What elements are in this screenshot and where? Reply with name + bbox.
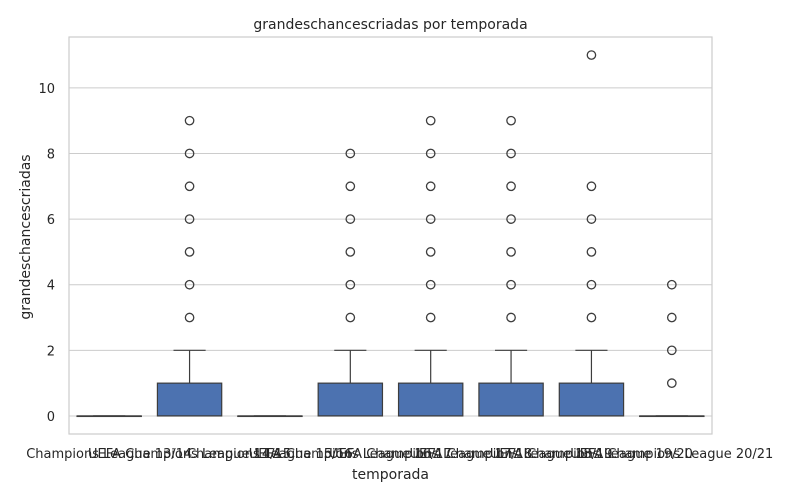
outlier-point [184,115,195,126]
outlier-point [345,214,356,224]
outlier-point [506,312,516,323]
x-tick-label: UEFA Champions League 16/17 [249,447,452,462]
outlier-point [425,115,436,126]
outlier-point [586,247,597,257]
x-tick-label: UEFA Champions League 18/19 [410,447,613,462]
outlier-point [425,312,436,323]
outlier-point [184,279,195,290]
outlier-point [666,378,677,388]
outlier-point [506,279,516,290]
box-group [237,415,303,418]
box-group [558,50,625,417]
outlier-point [666,279,677,290]
y-tick-label: 10 [38,82,55,97]
box [156,382,223,417]
outlier-point [345,247,356,257]
outlier-point [425,214,436,224]
outlier-point [345,148,356,159]
outlier-point [345,279,356,290]
y-tick-label: 8 [47,147,55,162]
x-tick-label: UEFA Champions League 14/15 [88,447,291,462]
outlier-point [425,279,436,290]
outlier-point [586,279,597,290]
outlier-point [506,148,516,159]
outlier-point [184,247,195,257]
box [478,382,544,417]
plot-area-frame [68,36,713,435]
outlier-point [184,148,195,159]
outlier-point [586,214,597,224]
x-tick-label: Champions League 13/14 [26,447,192,462]
outlier-point [506,247,516,257]
outlier-point [184,312,195,323]
y-axis-label: grandeschancescriadas [18,154,34,319]
outlier-point [586,181,597,192]
outlier-point [506,214,516,224]
outlier-point [506,115,516,126]
outlier-point [425,247,436,257]
outlier-point [425,181,436,192]
y-tick-labels: 0 2 4 6 8 10 [38,82,55,425]
y-tick-label: 6 [47,213,55,228]
outlier-point [345,312,356,323]
x-tick-label: UEFA Champions League 17/18 [329,447,532,462]
outlier-point [666,312,677,323]
outlier-point [184,181,195,192]
outlier-point [425,148,436,159]
outlier-point [666,345,677,356]
outlier-point [586,50,597,60]
box-group [317,148,384,417]
box-group [478,115,544,417]
outlier-point [506,181,516,192]
box-group [639,279,705,418]
boxes [76,50,705,418]
outlier-point [184,214,195,224]
outlier-point [345,181,356,192]
box [558,382,625,417]
y-tick-label: 2 [47,344,55,359]
outlier-point [586,312,597,323]
chart-title: grandeschancescriadas por temporada [253,17,527,33]
box [317,382,384,417]
x-tick-label: Champions League 15/16 [187,447,353,462]
box [397,382,464,417]
box-group [76,415,142,418]
x-tick-label: UEFA Champions League 19/20 [490,447,693,462]
box-group [397,115,464,417]
y-tick-label: 0 [47,410,55,425]
x-axis-label: temporada [352,467,429,483]
x-tick-label: UEFA Champions League 20/21 [570,447,773,462]
box-group [156,115,223,417]
y-tick-label: 4 [47,279,55,294]
